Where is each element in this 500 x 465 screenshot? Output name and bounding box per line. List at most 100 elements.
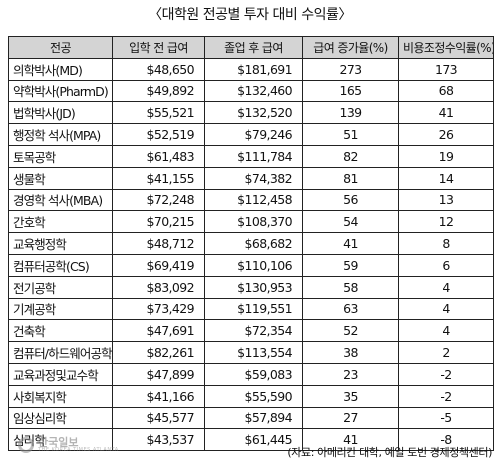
cell-salary-increase: 27 [302,406,399,430]
cell-salary-increase: 51 [302,123,399,146]
table-row: 교육행정학 $48,712 $68,682 41 8 [8,232,494,255]
cell-salary-after: $72,354 [204,319,303,343]
cell-salary-after: $57,894 [204,406,303,430]
cell-salary-after: $181,691 [204,57,303,81]
table-row: 심리학 $43,537 $61,445 41 -8 [8,428,494,452]
cell-major: 간호학 [8,210,113,234]
cell-salary-increase: 54 [302,210,399,234]
header-row: 전공 입학 전 급여 졸업 후 급여 급여 증가율(%) 비용조정수익률(%) [8,36,494,59]
cell-salary-after: $111,784 [204,144,303,168]
cell-cost-adjusted-roi: 4 [398,319,494,343]
cell-major: 약학박사(PharmD) [8,79,113,103]
cell-salary-increase: 38 [302,341,399,364]
cell-cost-adjusted-roi: 19 [398,144,494,168]
cell-salary-after: $132,520 [204,101,303,125]
cell-major: 사회복지학 [8,384,113,408]
watermark-sub: THE KOREA TIMES ATLANTA [38,447,119,453]
cell-salary-before: $61,483 [112,144,205,168]
cell-salary-increase: 23 [302,362,399,386]
cell-major: 생물학 [8,166,113,190]
cell-salary-before: $72,248 [112,188,205,212]
cell-major: 토목공학 [8,144,113,168]
cell-salary-before: $82,261 [112,341,205,364]
watermark-main: 한국일보 [38,436,79,449]
cell-salary-after: $110,106 [204,253,303,277]
cell-major: 행정학 석사(MPA) [8,123,113,146]
cell-cost-adjusted-roi: 173 [398,57,494,81]
cell-major: 기계공학 [8,297,113,321]
cell-major: 경영학 석사(MBA) [8,188,113,212]
table-row: 토목공학 $61,483 $111,784 82 19 [8,144,494,168]
cell-salary-after: $113,554 [204,341,303,364]
cell-salary-after: $119,551 [204,297,303,321]
cell-salary-before: $47,899 [112,362,205,386]
source-note: (자료: 아메리칸 대학, 예일 토빈 경제정책센터) [287,446,492,459]
cell-salary-before: $41,166 [112,384,205,408]
cell-cost-adjusted-roi: 68 [398,79,494,103]
cell-salary-increase: 59 [302,253,399,277]
table-row: 교육과정및교수학 $47,899 $59,083 23 -2 [8,362,494,386]
cell-salary-increase: 273 [302,57,399,81]
cell-major: 교육과정및교수학 [8,362,113,386]
cell-major: 전기공학 [8,275,113,299]
cell-cost-adjusted-roi: 41 [398,101,494,125]
cell-cost-adjusted-roi: 12 [398,210,494,234]
cell-salary-after: $79,246 [204,123,303,146]
cell-salary-increase: 139 [302,101,399,125]
cell-major: 컴퓨터공학(CS) [8,253,113,277]
cell-cost-adjusted-roi: 4 [398,275,494,299]
cell-salary-after: $132,460 [204,79,303,103]
cell-cost-adjusted-roi: 14 [398,166,494,190]
cell-salary-increase: 52 [302,319,399,343]
header-cost-adjusted-roi: 비용조정수익률(%) [398,36,494,59]
cell-salary-before: $73,429 [112,297,205,321]
table-row: 법학박사(JD) $55,521 $132,520 139 41 [8,101,494,125]
cell-salary-before: $69,419 [112,253,205,277]
cell-cost-adjusted-roi: -2 [398,384,494,408]
cell-salary-after: $59,083 [204,362,303,386]
cell-salary-increase: 35 [302,384,399,408]
cell-cost-adjusted-roi: 2 [398,341,494,364]
cell-salary-before: $47,691 [112,319,205,343]
cell-major: 교육행정학 [8,232,113,255]
table-row: 간호학 $70,215 $108,370 54 12 [8,210,494,234]
table-row: 건축학 $47,691 $72,354 52 4 [8,319,494,343]
table-row: 임상심리학 $45,577 $57,894 27 -5 [8,406,494,430]
cell-salary-increase: 82 [302,144,399,168]
cell-salary-increase: 41 [302,232,399,255]
cell-salary-before: $41,155 [112,166,205,190]
table-row: 생물학 $41,155 $74,382 81 14 [8,166,494,190]
table-body: 의학박사(MD) $48,650 $181,691 273 173 약학박사(PharmD… [8,57,494,452]
table-row: 사회복지학 $41,166 $55,590 35 -2 [8,384,494,408]
cell-cost-adjusted-roi: 8 [398,232,494,255]
cell-cost-adjusted-roi: -8 [398,428,494,452]
cell-major: 컴퓨터/하드웨어공학 [8,341,113,364]
cell-salary-after: $130,953 [204,275,303,299]
cell-salary-before: $83,092 [112,275,205,299]
header-major: 전공 [8,36,113,59]
cell-cost-adjusted-roi: 6 [398,253,494,277]
cell-salary-after: $61,445 [204,428,303,452]
cell-salary-after: $68,682 [204,232,303,255]
cell-cost-adjusted-roi: 4 [398,297,494,321]
cell-salary-increase: 63 [302,297,399,321]
cell-salary-after: $112,458 [204,188,303,212]
cell-salary-increase: 165 [302,79,399,103]
cell-salary-after: $108,370 [204,210,303,234]
cell-salary-increase: 56 [302,188,399,212]
cell-salary-before: $49,892 [112,79,205,103]
cell-cost-adjusted-roi: 13 [398,188,494,212]
cell-salary-after: $55,590 [204,384,303,408]
table-title: 〈대학원 전공별 투자 대비 수익률〉 [148,7,352,23]
cell-cost-adjusted-roi: -5 [398,406,494,430]
cell-cost-adjusted-roi: 26 [398,123,494,146]
cell-major: 의학박사(MD) [8,57,113,81]
table-row: 약학박사(PharmD) $49,892 $132,460 165 68 [8,79,494,103]
table-row: 컴퓨터/하드웨어공학 $82,261 $113,554 38 2 [8,341,494,364]
roi-table: 전공 입학 전 급여 졸업 후 급여 급여 증가율(%) 비용조정수익률(%) … [8,36,494,452]
table-row: 경영학 석사(MBA) $72,248 $112,458 56 13 [8,188,494,212]
cell-cost-adjusted-roi: -2 [398,362,494,386]
cell-salary-before: $52,519 [112,123,205,146]
cell-salary-before: $48,712 [112,232,205,255]
table-row: 의학박사(MD) $48,650 $181,691 273 173 [8,57,494,81]
